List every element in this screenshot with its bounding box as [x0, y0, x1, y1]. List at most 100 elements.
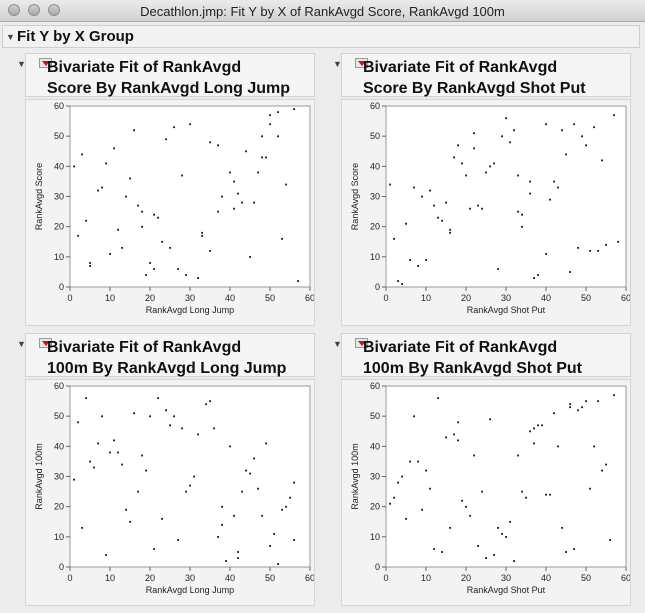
data-point [533, 442, 535, 445]
x-tick-label: 0 [67, 573, 72, 583]
data-point [461, 499, 463, 502]
data-point [549, 198, 551, 201]
window-title: Decathlon.jmp: Fit Y by X of RankAvgd Sc… [140, 4, 505, 19]
data-point [293, 108, 295, 111]
disclosure-triangle-icon[interactable]: ▼ [17, 339, 26, 349]
disclosure-triangle-icon[interactable]: ▼ [333, 59, 342, 69]
data-point [465, 505, 467, 508]
y-tick-label: 0 [375, 282, 380, 292]
y-tick-label: 60 [370, 101, 380, 111]
data-point [389, 183, 391, 186]
x-tick-label: 60 [305, 573, 314, 583]
data-point [393, 237, 395, 240]
panel-title-box: Bivariate Fit of RankAvgd 100m By RankAv… [25, 333, 315, 377]
data-point [581, 406, 583, 409]
data-point [405, 517, 407, 520]
x-tick-label: 40 [225, 293, 235, 303]
data-point [93, 466, 95, 469]
data-point [421, 195, 423, 198]
data-point [245, 469, 247, 472]
data-point [401, 475, 403, 478]
data-point [517, 210, 519, 213]
disclosure-triangle-icon[interactable]: ▼ [333, 339, 342, 349]
disclosure-triangle-icon[interactable]: ▼ [17, 59, 26, 69]
data-point [177, 539, 179, 541]
y-tick-label: 30 [370, 472, 380, 482]
data-point [149, 262, 151, 264]
panel-title-box: Bivariate Fit of RankAvgd Score By RankA… [341, 53, 631, 97]
data-point [573, 123, 575, 126]
data-point [169, 246, 171, 249]
data-point [109, 451, 111, 454]
data-point [169, 424, 171, 427]
panel-title-line2: 100m By RankAvgd Shot Put [363, 360, 583, 377]
y-tick-label: 60 [54, 101, 64, 111]
data-point [617, 240, 619, 243]
data-point [261, 514, 263, 517]
y-tick-label: 0 [375, 562, 380, 572]
y-tick-label: 40 [54, 441, 64, 451]
data-point [469, 514, 471, 517]
data-point [457, 144, 459, 147]
data-point [421, 508, 423, 511]
data-point [257, 487, 259, 490]
data-point [213, 427, 215, 430]
x-tick-label: 30 [185, 573, 195, 583]
data-point [121, 246, 123, 249]
x-tick-label: 60 [621, 293, 630, 303]
data-point [485, 557, 487, 559]
data-point [457, 439, 459, 442]
red-triangle-menu-icon[interactable] [355, 58, 368, 68]
plot-frame: 0 10 20 30 40 50 60 0 10 20 30 40 50 60 RankAvgd Shot … [341, 99, 631, 326]
data-point [557, 445, 559, 448]
y-tick-label: 20 [370, 222, 380, 232]
data-point [253, 457, 255, 460]
data-point [469, 207, 471, 210]
data-point [137, 490, 139, 493]
data-point [89, 262, 91, 264]
data-point [521, 225, 523, 228]
data-point [141, 225, 143, 228]
y-tick-label: 50 [54, 411, 64, 421]
data-point [601, 469, 603, 472]
data-point [129, 520, 131, 523]
data-point [77, 234, 79, 237]
red-triangle-menu-icon[interactable] [39, 338, 52, 348]
red-triangle-menu-icon[interactable] [355, 338, 368, 348]
data-point [217, 144, 219, 147]
data-point [445, 436, 447, 439]
data-point [449, 231, 451, 234]
data-point [409, 259, 411, 261]
data-point [573, 548, 575, 550]
x-tick-label: 20 [145, 573, 155, 583]
disclosure-triangle-icon[interactable]: ▼ [6, 32, 15, 42]
data-point [417, 460, 419, 463]
y-tick-label: 10 [370, 532, 380, 542]
x-axis-label: RankAvgd Long Jump [146, 305, 234, 315]
red-triangle-menu-icon[interactable] [39, 58, 52, 68]
data-point [593, 126, 595, 129]
y-tick-label: 10 [370, 252, 380, 262]
data-point [489, 418, 491, 421]
minimize-window-button[interactable] [28, 4, 40, 16]
data-point [593, 445, 595, 448]
data-point [249, 256, 251, 258]
data-point [181, 427, 183, 430]
data-point [489, 165, 491, 168]
data-point [141, 454, 143, 457]
close-window-button[interactable] [8, 4, 20, 16]
fit-group-header[interactable]: ▼ Fit Y by X Group [2, 25, 640, 48]
data-point [569, 271, 571, 273]
zoom-window-button[interactable] [48, 4, 60, 16]
data-point [553, 412, 555, 415]
x-tick-label: 10 [105, 293, 115, 303]
data-point [261, 135, 263, 138]
x-tick-label: 10 [421, 293, 431, 303]
data-point [501, 533, 503, 535]
data-point [457, 421, 459, 424]
x-tick-label: 30 [501, 573, 511, 583]
data-point [537, 274, 539, 276]
data-point [561, 526, 563, 529]
data-point [133, 412, 135, 415]
data-point [197, 433, 199, 436]
